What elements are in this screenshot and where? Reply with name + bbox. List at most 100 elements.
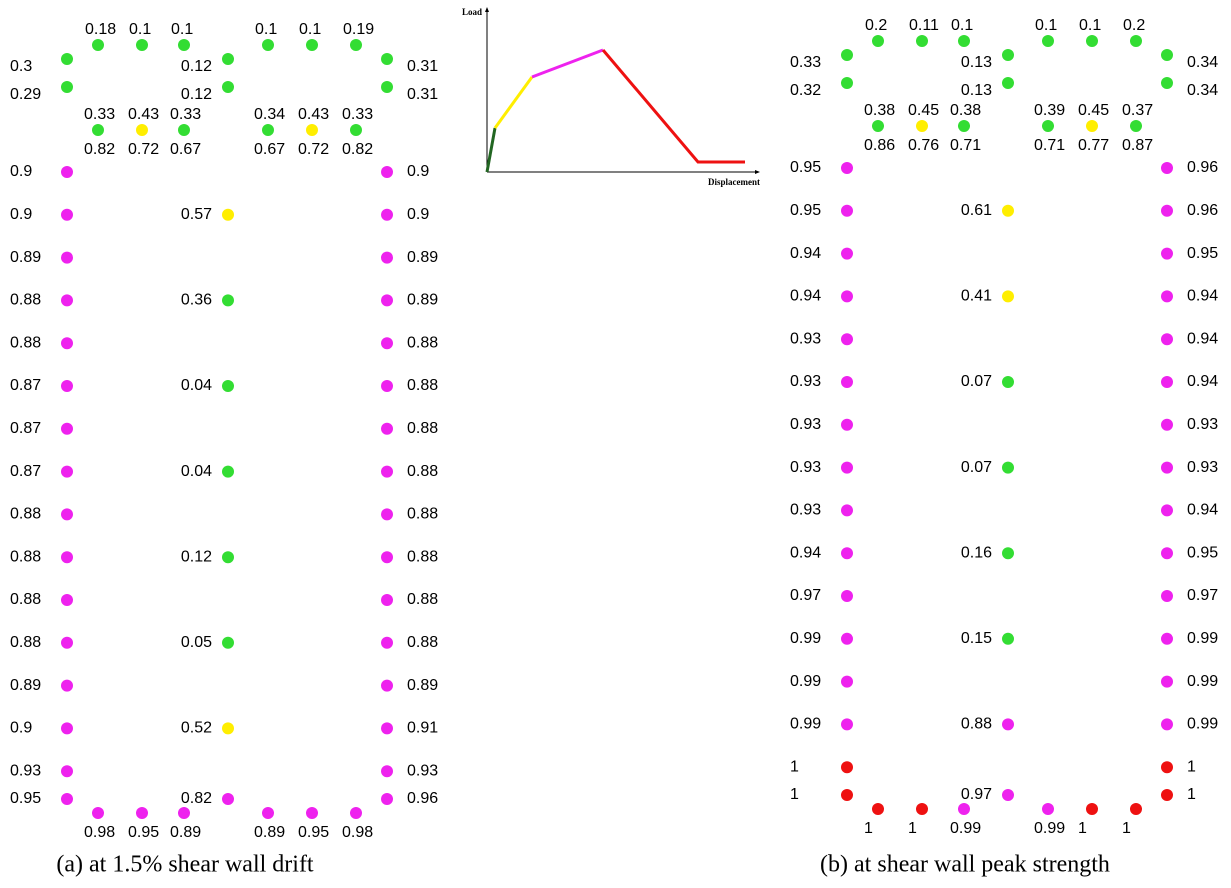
node-label: 0.95 [1187,544,1218,561]
node-label: 0.12 [181,548,212,565]
node [1002,290,1014,303]
node-label: 0.33 [342,106,373,123]
node [1161,632,1173,645]
node [262,807,274,819]
node-label: 0.88 [407,377,438,394]
node-label: 0.95 [128,824,159,841]
node-label: 0.89 [407,677,438,694]
node-label: 0.1 [171,21,193,38]
node-label: 0.33 [170,106,201,123]
node [1161,247,1173,260]
node-label: 0.88 [407,591,438,608]
node-label: 0.97 [790,587,821,604]
node [1002,547,1014,560]
node [381,508,393,521]
node-label: 0.9 [10,163,32,180]
node-label: 0.87 [10,377,41,394]
node-label: 0.34 [254,106,285,123]
node [872,120,884,132]
node-label: 0.36 [181,292,212,309]
node [841,247,853,260]
node-label: 0.93 [407,762,438,779]
node [262,39,274,51]
node [841,547,853,560]
node-label: 0.98 [84,824,115,841]
node [61,251,73,264]
node-label: 0.89 [170,824,201,841]
node-label: 0.07 [961,459,992,476]
node [61,679,73,692]
node [1161,162,1173,174]
node [61,422,73,435]
node [841,418,853,431]
node-label: 0.2 [865,17,887,34]
node [222,294,234,307]
node [381,380,393,392]
node-label: 0.88 [407,634,438,651]
node-label: 0.82 [342,141,373,158]
node-label: 0.93 [790,459,821,476]
node-label: 0.99 [1187,673,1218,690]
node-label: 0.87 [10,463,41,480]
node-label: 0.99 [950,820,981,837]
node [1042,120,1054,132]
node [916,120,928,132]
node [222,722,234,735]
node [1002,376,1014,388]
node-label: 0.88 [407,463,438,480]
caption: (a) at 1.5% shear wall drift [56,852,314,878]
node [958,35,970,47]
node [1161,204,1173,217]
node [958,120,970,132]
node [61,508,73,521]
node-label: 0.98 [342,824,373,841]
node-label: 0.18 [85,21,116,38]
node-label: 0.89 [10,249,41,266]
node-label: 0.93 [1187,416,1218,433]
node [916,35,928,47]
node [381,636,393,649]
node [841,675,853,688]
node-label: 0.99 [1187,716,1218,733]
node-label: 0.32 [790,82,821,99]
node-label: 0.94 [790,288,821,305]
node [381,166,393,178]
node-label: 0.04 [181,377,212,394]
node-label: 0.67 [170,141,201,158]
node-label: 0.33 [84,106,115,123]
node-label: 0.94 [1187,502,1218,519]
node [178,807,190,819]
node-label: 0.88 [10,292,41,309]
node-label: 0.71 [1034,137,1065,154]
node [1130,35,1142,47]
node-label: 0.41 [961,288,992,305]
node [916,803,928,815]
node-label: 0.82 [181,790,212,807]
node [1161,675,1173,688]
node [1002,632,1014,645]
node-label: 0.57 [181,206,212,223]
node-label: 0.19 [343,21,374,38]
node [841,461,853,474]
node [306,807,318,819]
node [61,380,73,392]
node-label: 0.12 [181,58,212,75]
node-label: 0.93 [1187,459,1218,476]
node [381,422,393,435]
node-label: 0.99 [1187,630,1218,647]
node [178,124,190,136]
arrow [755,170,760,174]
node-label: 0.72 [128,141,159,158]
node-label: 0.87 [10,420,41,437]
node [381,53,393,65]
node-label: 0.15 [961,630,992,647]
node [381,551,393,564]
node [381,722,393,735]
node [381,251,393,264]
node [1161,418,1173,431]
node [61,166,73,178]
node [841,204,853,217]
node-label: 0.1 [129,21,151,38]
node [1161,333,1173,346]
node-label: 0.31 [407,86,438,103]
